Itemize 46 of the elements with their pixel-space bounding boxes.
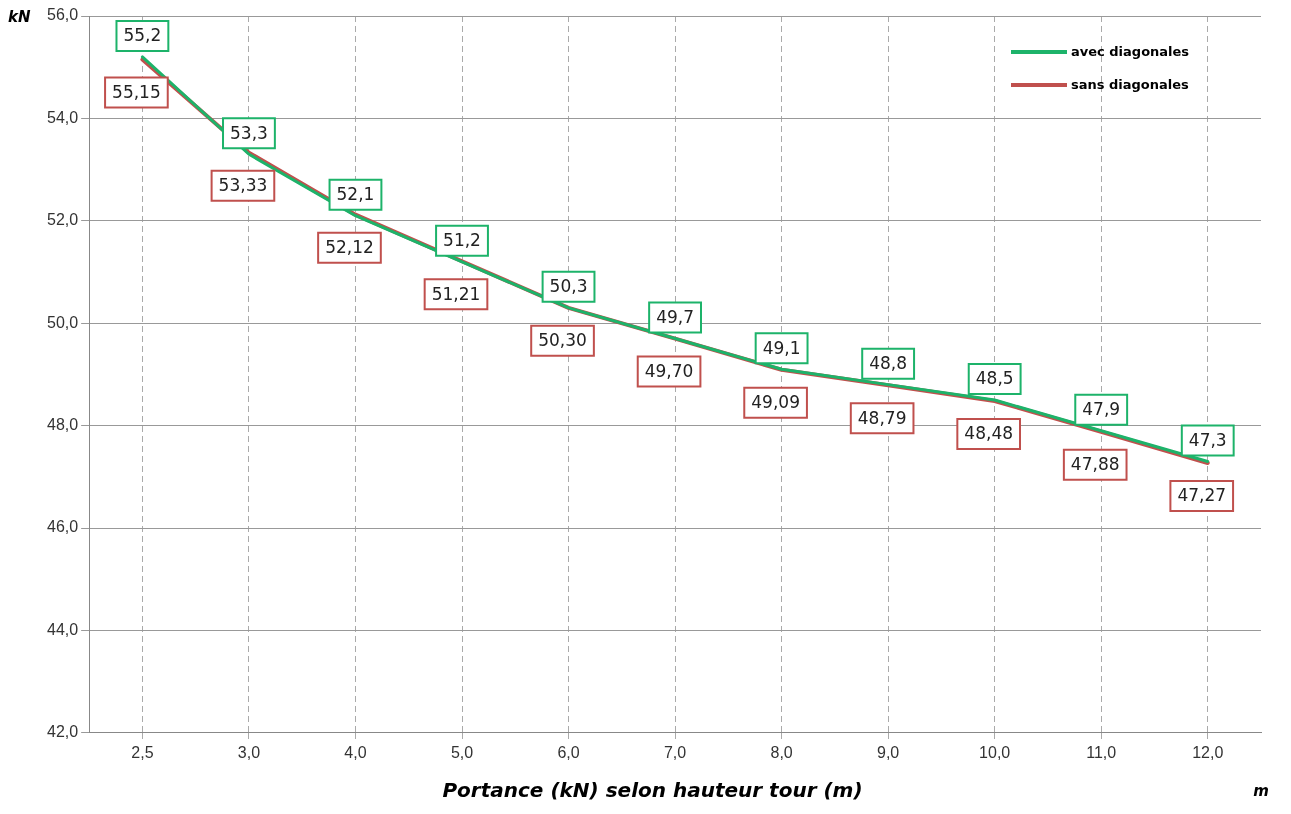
y-tick-label: 56,0	[47, 6, 79, 24]
x-tick-label: 10,0	[979, 743, 1011, 761]
x-tick-label: 12,0	[1192, 743, 1224, 761]
y-tick-label: 46,0	[47, 518, 79, 536]
data-label: 55,15	[112, 81, 161, 102]
data-label: 50,30	[538, 330, 587, 351]
x-tick-label: 4,0	[344, 743, 367, 761]
data-label: 47,3	[1188, 429, 1227, 450]
x-tick-label: 11,0	[1086, 743, 1117, 761]
data-label: 48,48	[964, 423, 1013, 444]
data-label: 48,8	[869, 353, 908, 374]
x-tick-label: 6,0	[557, 743, 580, 761]
data-label: 47,9	[1082, 399, 1121, 420]
y-tick-label: 54,0	[47, 108, 79, 126]
data-label: 48,79	[857, 407, 907, 428]
data-label: 50,3	[549, 276, 588, 297]
y-tick-label: 44,0	[47, 620, 79, 638]
x-tick-label: 7,0	[663, 743, 687, 761]
data-label: 51,21	[431, 283, 481, 304]
y-tick-label: 50,0	[47, 313, 79, 331]
data-label: 47,27	[1177, 485, 1227, 506]
y-tick-label: 48,0	[47, 416, 79, 434]
y-tick-label: 52,0	[47, 211, 79, 229]
data-label: 47,88	[1070, 454, 1120, 475]
y-axis-title: kN	[8, 8, 31, 26]
x-tick-label: 3,0	[237, 743, 261, 761]
x-tick-label: 5,0	[450, 743, 474, 761]
x-tick-label: 9,0	[877, 743, 900, 761]
x-axis-title: m	[1253, 782, 1269, 800]
data-label: 49,70	[644, 360, 694, 381]
data-label: 49,7	[656, 306, 694, 327]
data-label: 48,5	[975, 368, 1014, 389]
y-tick-label: 42,0	[47, 723, 79, 741]
data-label: 49,09	[751, 392, 800, 413]
legend-label: avec diagonales	[1071, 44, 1190, 59]
data-label: 52,12	[325, 237, 374, 258]
data-label: 51,2	[443, 230, 481, 251]
data-label: 55,2	[123, 25, 162, 46]
data-label: 53,3	[230, 122, 268, 143]
legend-label: sans diagonales	[1071, 77, 1189, 92]
data-label: 53,33	[218, 175, 268, 196]
x-tick-label: 8,0	[770, 743, 793, 761]
text: Portance (kN) selon hauteur tour (m)	[442, 778, 863, 803]
x-tick-label: 2,5	[131, 743, 154, 761]
data-label: 49,1	[762, 337, 801, 358]
data-label: 52,1	[336, 184, 375, 205]
